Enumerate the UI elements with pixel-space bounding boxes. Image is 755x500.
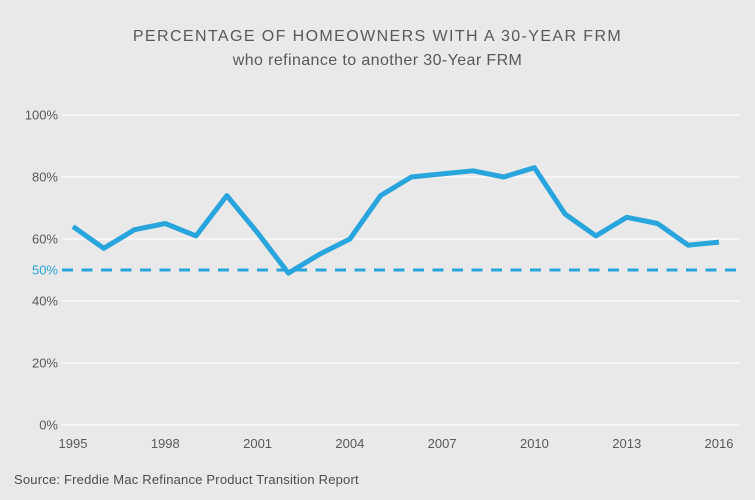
x-axis-tick-label: 2010 [520,436,549,451]
y-axis-tick-label: 40% [32,294,58,309]
x-axis-tick-label: 2007 [428,436,457,451]
y-axis-tick-label: 100% [25,108,59,123]
source-note: Source: Freddie Mac Refinance Product Tr… [14,472,359,487]
x-axis-tick-label: 1995 [59,436,88,451]
x-axis-tick-label: 2001 [243,436,272,451]
x-axis-tick-label: 1998 [151,436,180,451]
y-axis-tick-label: 20% [32,356,58,371]
y-axis-tick-label: 80% [32,170,58,185]
y-axis-tick-label: 0% [39,418,58,433]
x-axis-tick-label: 2016 [705,436,734,451]
x-axis-tick-label: 2004 [335,436,364,451]
y-axis-tick-label: 60% [32,232,58,247]
chart-title: PERCENTAGE OF HOMEOWNERS WITH A 30-YEAR … [132,28,623,45]
chart-subtitle: who refinance to another 30-Year FRM [232,52,523,69]
x-axis-tick-label: 2013 [612,436,641,451]
reference-line-label: 50% [32,263,58,278]
data-line-30yr-frm-refinance [71,165,720,276]
